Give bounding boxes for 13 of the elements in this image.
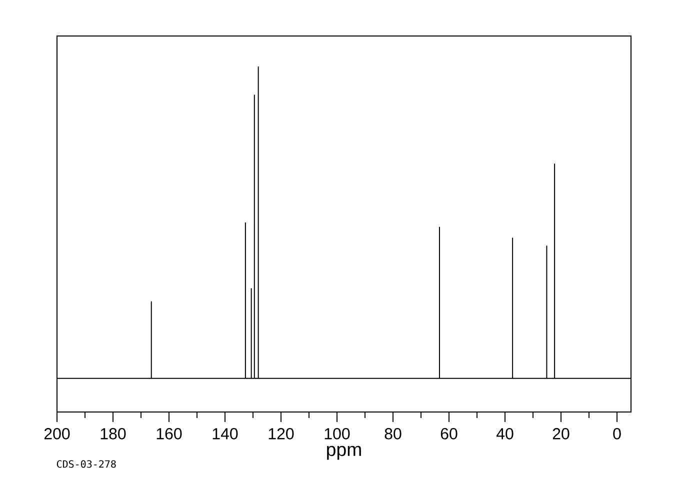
x-tick-label: 160 [156, 428, 182, 440]
x-tick-label: 0 [613, 428, 621, 440]
x-tick-label: 120 [268, 428, 294, 440]
x-tick-label: 60 [440, 428, 458, 440]
text: CDS-03-278 [56, 460, 116, 468]
x-axis-title: ppm [327, 446, 361, 460]
x-tick-label: 180 [100, 428, 126, 440]
x-tick-label: 140 [212, 428, 238, 440]
x-tick-label: 40 [496, 428, 514, 440]
x-tick-label: 20 [552, 428, 570, 440]
x-tick-label: 200 [44, 428, 70, 440]
x-tick-label: 80 [384, 428, 402, 440]
x-tick-label: 100 [324, 428, 350, 440]
